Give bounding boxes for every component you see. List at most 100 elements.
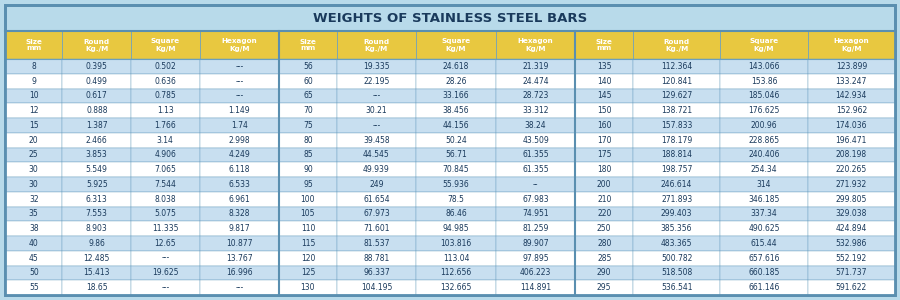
Text: 114.891: 114.891 <box>520 283 551 292</box>
Text: 290: 290 <box>597 268 611 278</box>
Text: Size
mm: Size mm <box>596 38 613 52</box>
Text: 125: 125 <box>301 268 315 278</box>
Bar <box>807 177 895 192</box>
Text: 67.983: 67.983 <box>522 195 549 204</box>
Bar <box>62 31 131 59</box>
Bar <box>337 206 417 221</box>
Bar <box>337 59 417 74</box>
Bar <box>131 177 200 192</box>
Bar <box>417 177 496 192</box>
Bar <box>5 206 62 221</box>
Bar <box>633 177 720 192</box>
Text: 200: 200 <box>597 180 611 189</box>
Text: 9: 9 <box>32 76 36 85</box>
Text: 120.841: 120.841 <box>662 76 692 85</box>
Text: 18.65: 18.65 <box>86 283 108 292</box>
Bar <box>575 280 633 295</box>
Bar <box>337 148 417 162</box>
Bar <box>633 118 720 133</box>
Text: 38: 38 <box>29 224 39 233</box>
Text: 56.71: 56.71 <box>446 150 467 159</box>
Text: 113.04: 113.04 <box>443 254 469 262</box>
Text: 138.721: 138.721 <box>662 106 692 115</box>
Text: 22.195: 22.195 <box>364 76 390 85</box>
Bar <box>279 133 337 148</box>
Bar <box>5 74 62 88</box>
Text: 174.036: 174.036 <box>835 121 867 130</box>
Text: 80: 80 <box>303 136 312 145</box>
Bar <box>575 59 633 74</box>
Bar <box>496 177 575 192</box>
Text: 591.622: 591.622 <box>836 283 867 292</box>
Bar <box>417 236 496 251</box>
Text: 200.96: 200.96 <box>751 121 778 130</box>
Bar <box>131 59 200 74</box>
Bar <box>575 74 633 88</box>
Text: 4.249: 4.249 <box>229 150 250 159</box>
Bar <box>496 280 575 295</box>
Bar <box>62 177 131 192</box>
Text: 74.951: 74.951 <box>522 209 549 218</box>
Text: Hexagon
Kg/M: Hexagon Kg/M <box>518 38 554 52</box>
Text: 0.395: 0.395 <box>86 62 108 71</box>
Text: 8.038: 8.038 <box>155 195 176 204</box>
Bar <box>417 103 496 118</box>
Text: 220: 220 <box>597 209 611 218</box>
Text: --: -- <box>533 180 538 189</box>
Text: 285: 285 <box>597 254 611 262</box>
Bar <box>200 31 279 59</box>
Bar <box>720 206 807 221</box>
Bar <box>200 133 279 148</box>
Text: 12: 12 <box>29 106 39 115</box>
Bar <box>200 74 279 88</box>
Bar <box>807 59 895 74</box>
Bar <box>279 118 337 133</box>
Bar <box>279 148 337 162</box>
Bar <box>5 133 62 148</box>
Text: 12.65: 12.65 <box>155 239 176 248</box>
Text: 50: 50 <box>29 268 39 278</box>
Bar <box>279 266 337 280</box>
Bar <box>279 251 337 266</box>
Bar <box>337 118 417 133</box>
Bar <box>496 148 575 162</box>
Text: 0.636: 0.636 <box>155 76 176 85</box>
Text: 110: 110 <box>301 224 315 233</box>
Bar <box>575 192 633 206</box>
Text: ---: --- <box>373 92 381 100</box>
Text: 38.456: 38.456 <box>443 106 470 115</box>
Bar <box>575 266 633 280</box>
Bar <box>575 31 633 59</box>
Text: 115: 115 <box>301 239 315 248</box>
Text: 228.865: 228.865 <box>749 136 779 145</box>
Text: Square
Kg/M: Square Kg/M <box>442 38 471 52</box>
Bar <box>720 280 807 295</box>
Text: 135: 135 <box>597 62 611 71</box>
Bar <box>575 221 633 236</box>
Text: 44.156: 44.156 <box>443 121 470 130</box>
Text: 60: 60 <box>303 76 313 85</box>
Bar <box>131 280 200 295</box>
Bar <box>131 266 200 280</box>
Bar <box>279 192 337 206</box>
Bar <box>417 192 496 206</box>
Text: 65: 65 <box>303 92 313 100</box>
Bar <box>200 59 279 74</box>
Text: 571.737: 571.737 <box>835 268 867 278</box>
Text: 100: 100 <box>301 195 315 204</box>
Text: 220.265: 220.265 <box>836 165 867 174</box>
Text: 70.845: 70.845 <box>443 165 470 174</box>
Text: 4.906: 4.906 <box>155 150 176 159</box>
Text: 490.625: 490.625 <box>748 224 779 233</box>
Bar <box>337 162 417 177</box>
Text: 552.192: 552.192 <box>836 254 867 262</box>
Bar <box>62 280 131 295</box>
Text: Round
Kg./M: Round Kg./M <box>364 38 390 52</box>
Bar <box>575 88 633 103</box>
Text: 176.625: 176.625 <box>748 106 779 115</box>
Bar <box>496 59 575 74</box>
Bar <box>200 266 279 280</box>
Text: 61.654: 61.654 <box>364 195 390 204</box>
Bar <box>131 206 200 221</box>
Text: 142.934: 142.934 <box>835 92 867 100</box>
